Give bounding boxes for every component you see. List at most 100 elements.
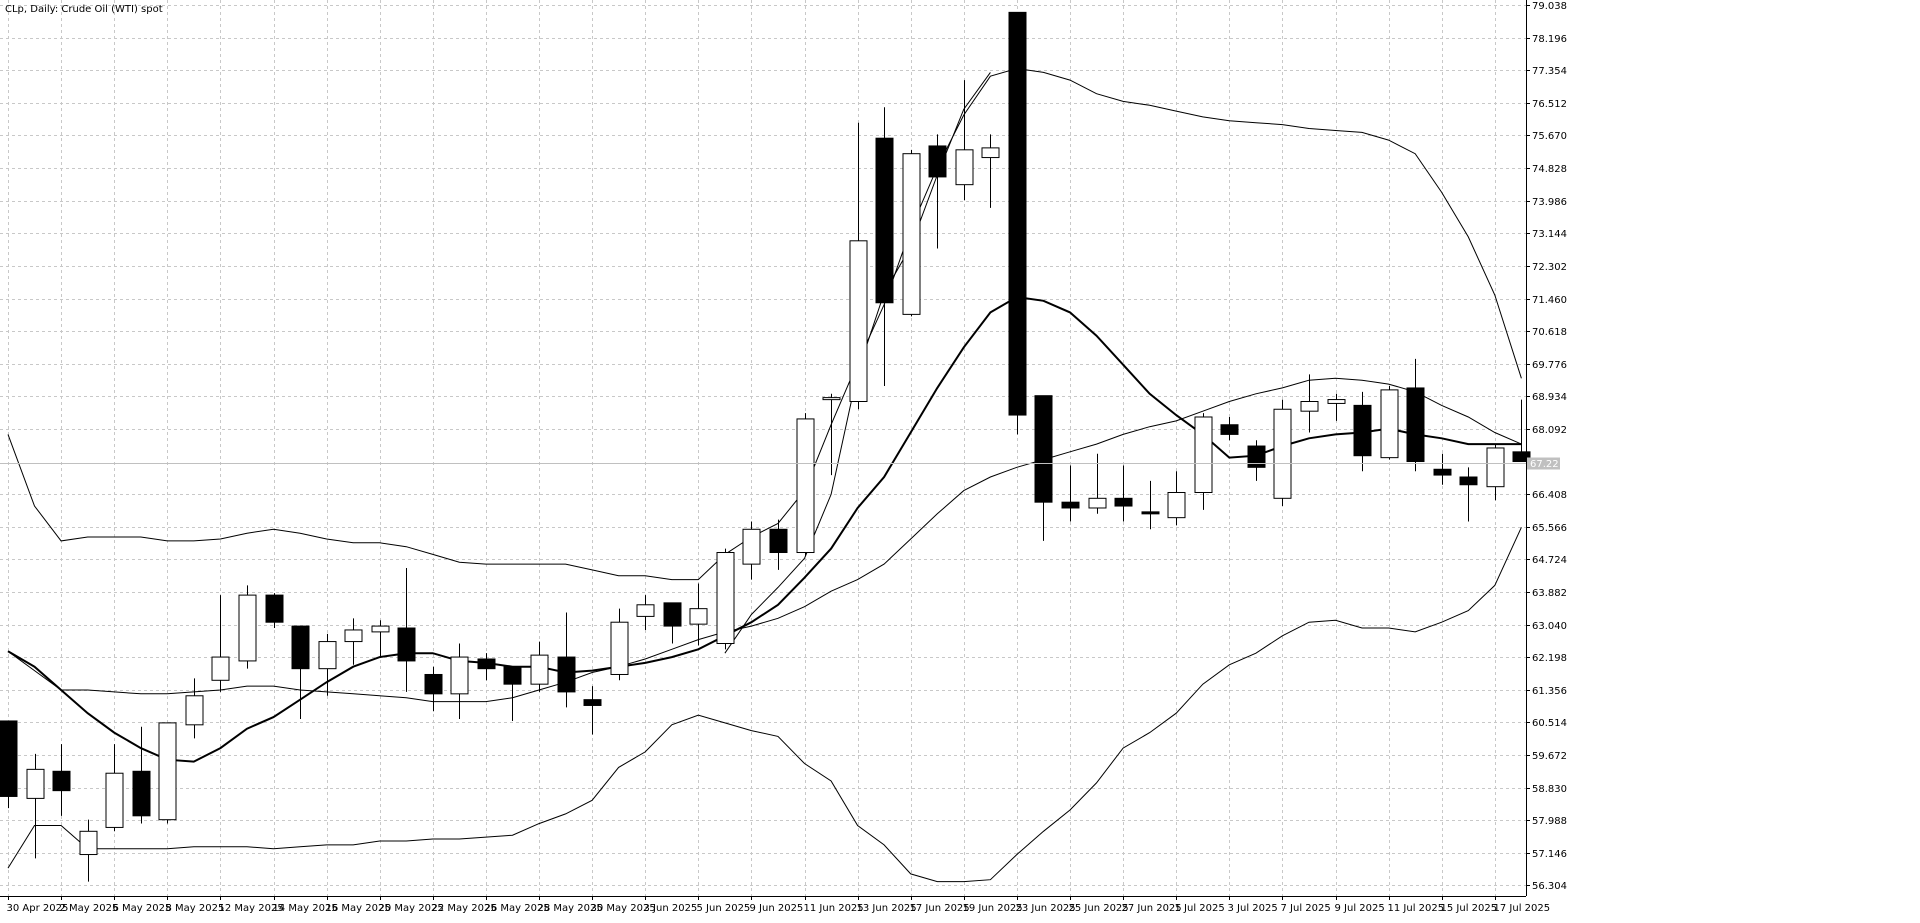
candle — [450, 643, 469, 720]
candle — [1034, 395, 1053, 541]
candle — [1220, 416, 1239, 441]
candle — [105, 744, 124, 832]
candle — [318, 633, 337, 696]
lower-band-line — [7, 527, 1522, 883]
candle-body-bull — [636, 604, 655, 617]
candle — [742, 521, 761, 580]
candle-body-bull — [238, 594, 257, 662]
candle-body-bear — [0, 720, 18, 797]
candle — [583, 686, 602, 735]
candle — [158, 722, 177, 824]
x-tick-label: 7 Jul 2025 — [1281, 903, 1331, 914]
candle — [928, 134, 947, 249]
candle-body-bear — [1141, 511, 1160, 515]
upper-band-line — [7, 67, 1522, 581]
candle — [557, 612, 576, 708]
y-tick-label: 72.302 — [1532, 262, 1567, 273]
candle-body-bull — [742, 528, 761, 565]
candle-body-bull — [211, 656, 230, 681]
x-tick-label: 3 Jul 2025 — [1228, 903, 1278, 914]
candle — [1141, 480, 1160, 530]
y-tick-label: 74.828 — [1532, 164, 1567, 175]
candle-body-bull — [822, 397, 841, 401]
candle — [132, 726, 151, 824]
last-price-label: 67.22 — [1530, 459, 1559, 470]
x-tick-label: 30 May 2025 — [591, 903, 656, 914]
candle-body-bear — [1353, 404, 1372, 457]
candle — [875, 107, 894, 387]
y-tick-label: 63.882 — [1532, 588, 1567, 599]
candle — [503, 666, 522, 721]
x-tick-label: 27 Jun 2025 — [1122, 903, 1182, 914]
candle-body-bear — [1008, 11, 1027, 416]
x-tick-label: 12 May 2025 — [219, 903, 284, 914]
candle-body-bear — [1247, 445, 1266, 468]
candle-body-bear — [875, 137, 894, 304]
candle-body-bear — [397, 627, 416, 662]
candle — [238, 585, 257, 669]
x-tick-label: 1 Jul 2025 — [1175, 903, 1225, 914]
candle — [344, 618, 363, 665]
candle-body-bear — [1512, 451, 1531, 463]
candle-body-bull — [955, 149, 974, 186]
candle-body-bull — [530, 654, 549, 685]
x-tick-label: 28 May 2025 — [538, 903, 603, 914]
x-tick-label: 5 Jun 2025 — [697, 903, 751, 914]
candle — [1406, 358, 1425, 472]
candle-body-bear — [769, 528, 788, 554]
candle — [1061, 465, 1080, 522]
y-tick-label: 61.356 — [1532, 686, 1567, 697]
candle-body-bull — [610, 621, 629, 675]
candle-body-bear — [663, 602, 682, 627]
candle-body-bull — [1194, 416, 1213, 493]
candle — [1194, 413, 1213, 510]
candle-body-bull — [185, 695, 204, 726]
y-tick-label: 62.198 — [1532, 653, 1567, 664]
x-tick-label: 16 May 2025 — [326, 903, 391, 914]
candle — [1273, 399, 1292, 507]
candle — [52, 744, 71, 816]
y-tick-label: 75.670 — [1532, 131, 1567, 142]
candle — [1380, 386, 1399, 460]
candle — [1459, 467, 1478, 522]
x-tick-label: 19 Jun 2025 — [963, 903, 1023, 914]
x-tick-label: 13 Jun 2025 — [857, 903, 917, 914]
candle — [663, 602, 682, 644]
candle — [610, 608, 629, 681]
y-tick-label: 68.934 — [1532, 392, 1567, 403]
axes: 79.038 78.196 77.354 76.512 75.670 74.828 73.9… — [0, 0, 1567, 914]
candle-body-bull — [450, 656, 469, 695]
inner-band-line — [7, 377, 1522, 703]
x-tick-label: 14 May 2025 — [273, 903, 338, 914]
candle — [1353, 391, 1372, 472]
candle — [769, 519, 788, 570]
candle — [291, 625, 310, 720]
y-tick-label: 79.038 — [1532, 1, 1567, 12]
candle — [1433, 453, 1452, 485]
y-tick-label: 57.146 — [1532, 849, 1567, 860]
candle — [689, 583, 708, 646]
y-tick-label: 77.354 — [1532, 66, 1567, 77]
candle-body-bull — [689, 608, 708, 625]
candle-body-bear — [583, 699, 602, 706]
candle — [716, 548, 735, 650]
x-tick-label: 9 Jun 2025 — [750, 903, 804, 914]
y-tick-label: 58.830 — [1532, 784, 1567, 795]
candle-body-bull — [1088, 497, 1107, 509]
candle-body-bear — [503, 666, 522, 685]
candle — [1327, 393, 1346, 421]
candle-body-bull — [849, 240, 868, 403]
last-price-tag — [1527, 457, 1560, 470]
candle — [26, 753, 45, 859]
candle — [1167, 471, 1186, 526]
y-tick-label: 57.988 — [1532, 816, 1567, 827]
candle-body-bull — [79, 830, 98, 856]
candle-body-bear — [52, 770, 71, 792]
candle-body-bull — [158, 722, 177, 821]
y-tick-label: 71.460 — [1532, 295, 1567, 306]
candle — [424, 666, 443, 712]
candle-body-bear — [928, 145, 947, 178]
x-tick-label: 17 Jun 2025 — [910, 903, 970, 914]
